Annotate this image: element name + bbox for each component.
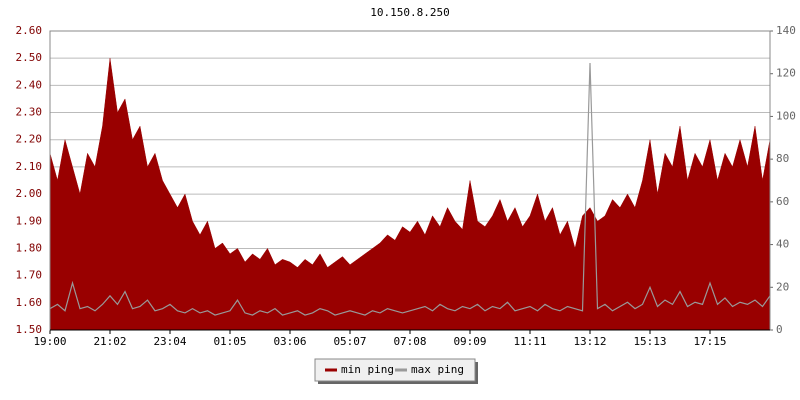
y-tick-label: 2.00: [16, 187, 43, 200]
chart-title: 10.150.8.250: [370, 6, 449, 19]
y2-tick-label: 100: [776, 109, 796, 122]
y-tick-label: 1.60: [16, 296, 43, 309]
x-tick-label: 19:00: [33, 335, 66, 348]
legend-label: min ping: [341, 363, 394, 376]
x-tick-label: 23:04: [153, 335, 186, 348]
y2-tick-label: 80: [776, 152, 789, 165]
y-tick-label: 1.70: [16, 269, 43, 282]
legend-label: max ping: [411, 363, 464, 376]
line: [49, 63, 771, 316]
y-tick-label: 2.50: [16, 51, 43, 64]
x-tick-label: 09:09: [453, 335, 486, 348]
x-tick-label: 07:08: [393, 335, 426, 348]
y-tick-label: 1.80: [16, 241, 43, 254]
y2-tick-label: 20: [776, 280, 789, 293]
y-tick-label: 1.90: [16, 214, 43, 227]
x-tick-label: 11:11: [513, 335, 546, 348]
x-tick-label: 05:07: [333, 335, 366, 348]
x-tick-label: 01:05: [213, 335, 246, 348]
y-tick-label: 2.60: [16, 24, 43, 37]
x-tick-label: 15:13: [633, 335, 666, 348]
legend: min ping max ping: [314, 358, 478, 384]
y-tick-label: 1.50: [16, 323, 43, 336]
plot: [49, 58, 771, 331]
y-tick-label: 2.10: [16, 160, 43, 173]
y-tick-label: 2.30: [16, 106, 43, 119]
area: [49, 58, 771, 331]
x-tick-label: 17:15: [693, 335, 726, 348]
y-tick-label: 2.20: [16, 133, 43, 146]
x-tick-label: 13:12: [573, 335, 606, 348]
x-tick-label: 21:02: [93, 335, 126, 348]
y-tick-label: 2.40: [16, 78, 43, 91]
y2-tick-label: 140: [776, 24, 796, 37]
y2-tick-label: 40: [776, 238, 789, 251]
y2-tick-label: 0: [776, 323, 783, 336]
y2-tick-label: 120: [776, 67, 796, 80]
x-tick-label: 03:06: [273, 335, 306, 348]
y2-tick-label: 60: [776, 195, 789, 208]
